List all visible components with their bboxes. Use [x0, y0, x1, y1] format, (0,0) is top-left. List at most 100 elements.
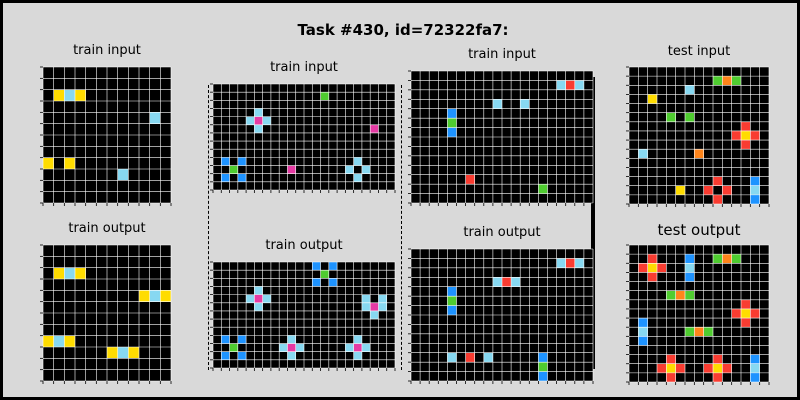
test-separator-line [591, 77, 595, 369]
grid-lines [410, 248, 594, 382]
train-input-grid [408, 70, 594, 206]
grid-cell [246, 116, 255, 125]
grid-cell [538, 362, 548, 372]
grid-cell [75, 267, 86, 279]
grid-cell [287, 343, 296, 352]
grid-cell [703, 363, 713, 373]
grid-cell [741, 121, 751, 131]
grid-cell [229, 165, 238, 174]
grid-cell [447, 296, 457, 306]
grid-cell [149, 112, 161, 124]
grid-cell [675, 363, 685, 373]
grid-cell [53, 335, 65, 347]
grid-cell [731, 254, 741, 264]
grid-cell [287, 351, 296, 360]
grid-cell [741, 140, 751, 150]
grid-lines [628, 244, 770, 383]
grid-lines [628, 66, 770, 205]
grid-cell [447, 352, 457, 363]
grid-cell [565, 80, 575, 90]
grid-cell [713, 363, 723, 373]
test-input-grid [626, 66, 770, 207]
grid-cell [312, 278, 321, 287]
grid-cell [53, 89, 65, 101]
panel-title: train input [270, 60, 338, 75]
grid-cell [64, 267, 75, 279]
grid-cell [345, 165, 354, 174]
grid-cell [685, 85, 695, 95]
grid-cell [447, 305, 457, 315]
grid-cell [378, 302, 387, 311]
grid-cell [713, 76, 723, 86]
grid-cell [750, 354, 760, 364]
grid-cell [694, 327, 704, 337]
panel-title: train input [468, 47, 536, 62]
grid-cell [370, 310, 379, 320]
grid-cell [53, 267, 65, 279]
grid-cell [447, 108, 457, 119]
panel-title: train input [73, 43, 141, 58]
grid-cell [465, 174, 475, 185]
grid-cell [237, 335, 247, 344]
grid-cell [254, 286, 263, 295]
grid-cell [353, 351, 362, 360]
grid-cell [160, 290, 171, 302]
grid-cell [320, 92, 329, 101]
grid-cell [538, 371, 548, 381]
grid-cell [262, 294, 271, 303]
grid-cell [447, 118, 457, 128]
grid-cell [361, 302, 371, 311]
grid-cell [574, 258, 584, 268]
grid-cell [750, 363, 760, 373]
grid-cell [713, 254, 723, 264]
grid-cell [685, 272, 695, 282]
grid-cell [647, 254, 657, 264]
grid-cell [370, 124, 379, 133]
grid-cell [465, 352, 475, 363]
grid-cell [353, 157, 362, 166]
grid-cell [722, 185, 732, 195]
grid-cell [741, 308, 751, 319]
grid-cell [694, 149, 704, 159]
grid-cell [320, 270, 329, 279]
grid-cell [378, 294, 387, 303]
train-input-grid [210, 83, 396, 193]
grid-cell [647, 263, 657, 273]
grid-cell [750, 194, 760, 204]
axis-ticks [408, 248, 594, 384]
grid-cell [237, 157, 247, 166]
grid-cell [657, 263, 667, 273]
grid-cell [565, 258, 575, 268]
grid-cell [647, 94, 657, 104]
grid-cell [750, 308, 760, 319]
grid-cell [287, 165, 296, 174]
grid-cell [703, 327, 713, 337]
axis-ticks [626, 66, 770, 207]
grid-cell [279, 343, 288, 352]
grid-cell [43, 157, 54, 169]
panel-title: test output [657, 221, 741, 239]
train-output-grid [210, 261, 396, 371]
grid-cell [353, 343, 362, 352]
grid-cell [221, 351, 230, 360]
grid-cell [731, 76, 741, 86]
grid-cell [447, 286, 457, 297]
grid-cell [492, 99, 502, 109]
axis-ticks [626, 244, 770, 385]
grid-cell [638, 336, 648, 346]
grid-cell [741, 130, 751, 141]
grid-cell [221, 157, 230, 166]
grid-cell [685, 254, 695, 264]
grid-cell [538, 352, 548, 363]
grid-cell [666, 112, 676, 122]
panel-title: test input [667, 44, 731, 59]
grid-cell [741, 299, 751, 309]
panel-title: train output [265, 238, 343, 253]
grid-cell [43, 335, 54, 347]
page-title: Task #430, id=72322fa7: [297, 21, 509, 39]
grid-cell [713, 194, 723, 204]
grid-cell [221, 173, 230, 182]
grid-cell [149, 290, 161, 302]
grid-cell [328, 262, 338, 271]
